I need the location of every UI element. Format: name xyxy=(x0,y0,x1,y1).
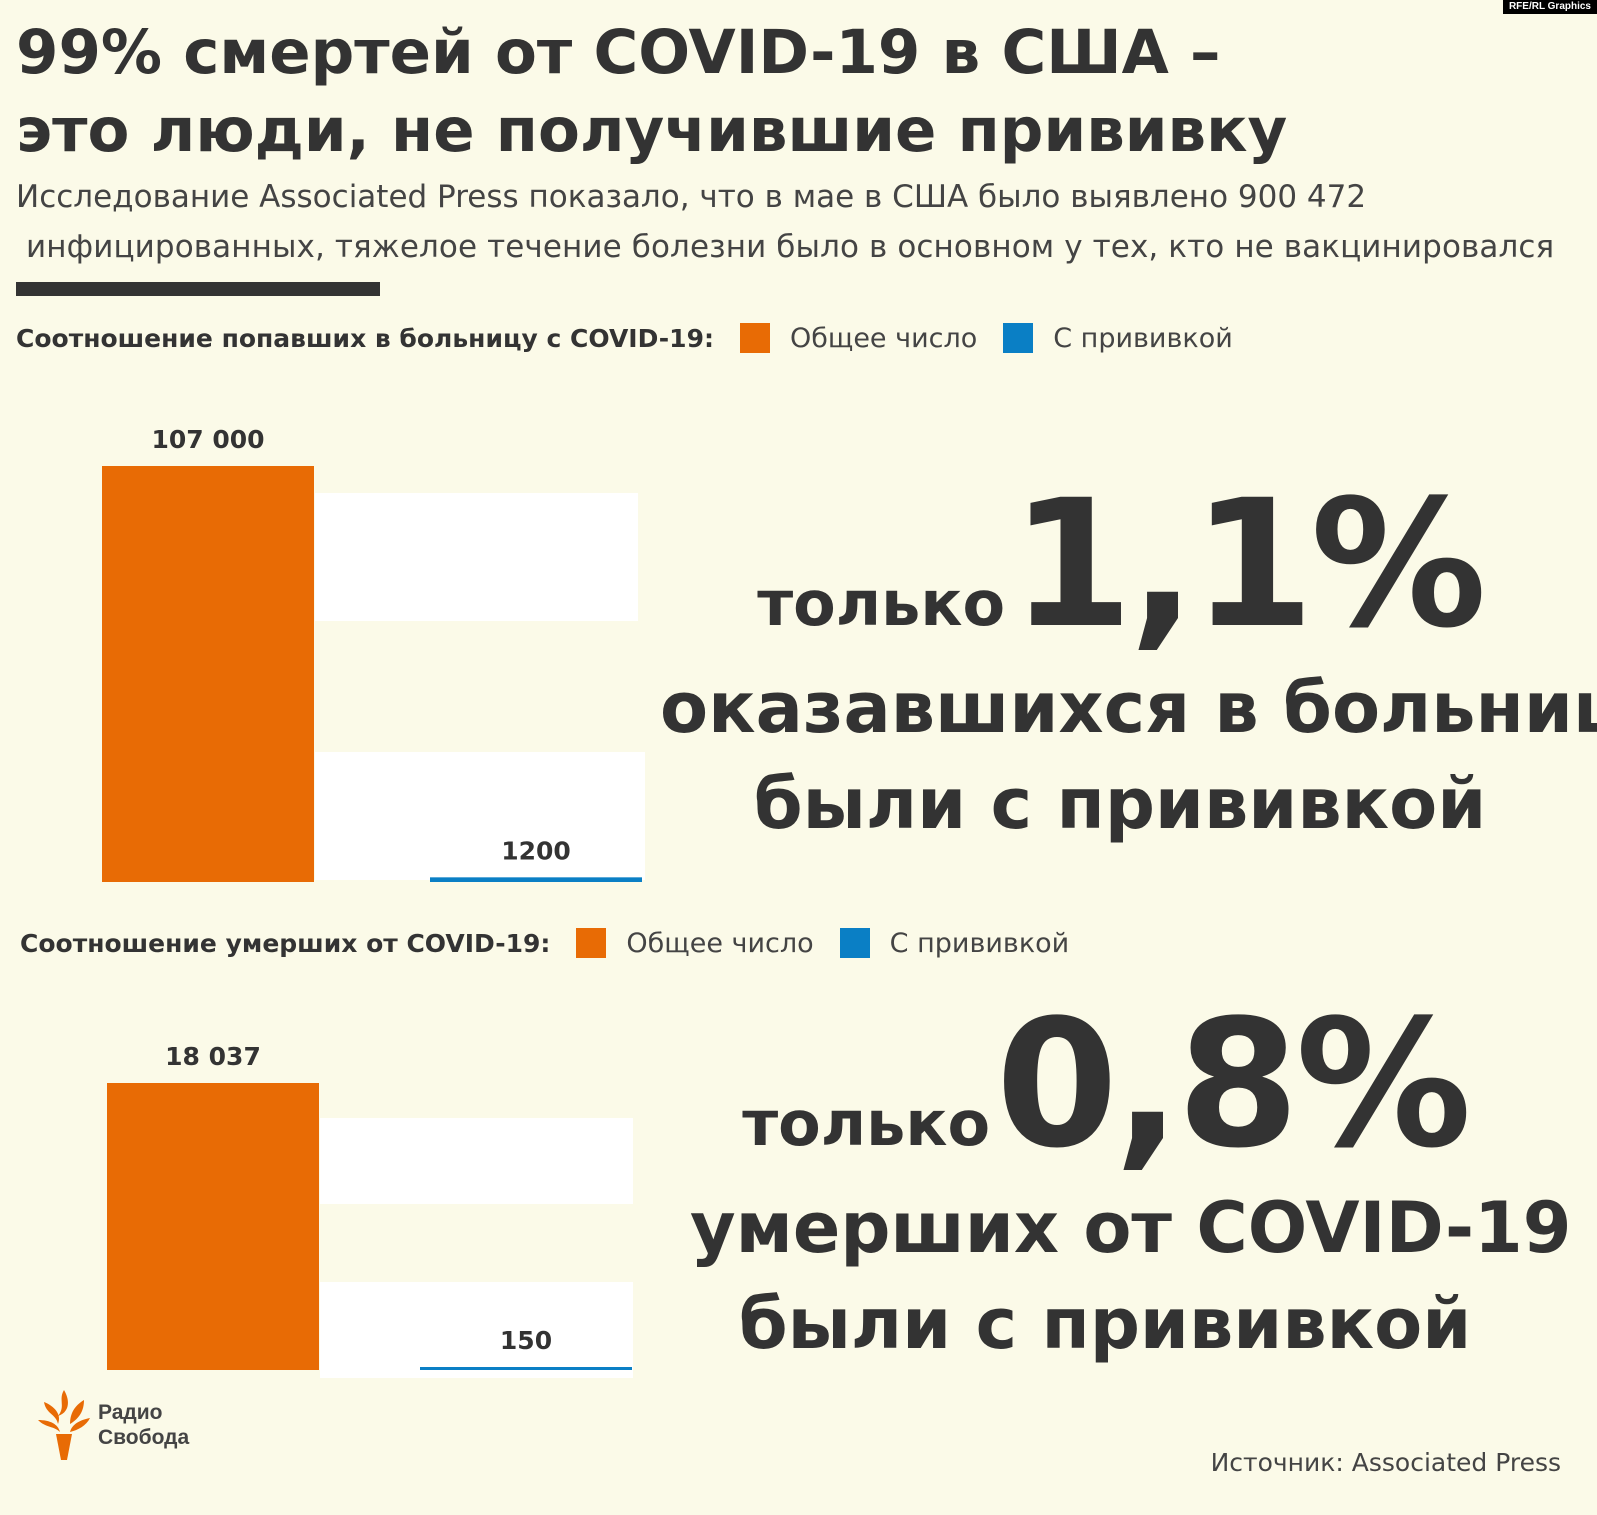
data-label-total: 18 037 xyxy=(165,1042,261,1071)
title-line-2: это люди, не получившие прививку xyxy=(16,95,1288,166)
legend-swatch-total xyxy=(576,928,607,958)
chart-panel-2 xyxy=(315,752,645,880)
stat-prefix: только xyxy=(757,567,1006,640)
hospitalized-bar-chart: 107 000 1200 xyxy=(102,425,645,882)
torch-icon xyxy=(38,1390,90,1460)
stat-hospitalized: только 1,1% оказавшихся в больнице были … xyxy=(660,470,1597,852)
stat-headline: только 0,8% xyxy=(690,990,1520,1180)
stat-headline: только 1,1% xyxy=(660,470,1580,660)
subtitle-line-2: инфицированных, тяжелое течение болезни … xyxy=(26,229,1555,265)
stat-prefix: только xyxy=(742,1087,991,1160)
stat-percent: 1,1% xyxy=(1010,462,1487,667)
chart-panel-2 xyxy=(320,1282,633,1378)
deaths-bar-chart: 18 037 150 xyxy=(107,1042,633,1378)
page-title: 99% смертей от COVID-19 в США – это люди… xyxy=(16,14,1416,170)
legend-swatch-total xyxy=(739,323,770,353)
legend-label-vaccinated: С прививкой xyxy=(1053,322,1233,354)
legend-swatch-vaccinated xyxy=(1003,323,1034,353)
legend-colon: : xyxy=(703,323,714,353)
stat-line-2: оказавшихся в больнице xyxy=(660,667,1597,749)
legend-hospitalized: Соотношение попавших в больницу с COVID-… xyxy=(16,318,1233,358)
chart-panel-1 xyxy=(320,1118,633,1204)
radio-svoboda-logo: Радио Свобода xyxy=(36,1388,189,1462)
chart-panel-1 xyxy=(315,493,638,621)
legend-title: Соотношение попавших в больницу с COVID-… xyxy=(16,323,704,353)
credit-badge: RFE/RL Graphics xyxy=(1502,0,1597,14)
bar-vaccinated xyxy=(430,877,642,882)
legend-label-vaccinated: С прививкой xyxy=(889,927,1070,959)
legend-colon: : xyxy=(540,928,551,958)
subtitle-line-1: Исследование Associated Press показало, … xyxy=(16,179,1367,215)
bar-vaccinated xyxy=(420,1367,632,1370)
stat-deaths: только 0,8% умерших от COVID-19 были с п… xyxy=(690,990,1572,1372)
title-line-1: 99% смертей от COVID-19 в США – xyxy=(16,17,1221,88)
legend-title: Соотношение умерших от COVID-19 xyxy=(20,928,541,958)
data-label-vaccinated: 1200 xyxy=(501,836,571,865)
logo-line-2: Свобода xyxy=(98,1426,190,1449)
bar-total xyxy=(107,1083,319,1370)
stat-line-3: были с прививкой xyxy=(738,1283,1472,1365)
legend-label-total: Общее число xyxy=(789,322,978,354)
data-label-total: 107 000 xyxy=(151,425,264,454)
bar-total xyxy=(102,466,314,882)
stat-percent: 0,8% xyxy=(995,982,1472,1187)
logo-text: Радио Свобода xyxy=(98,1400,189,1450)
source-note: Источник: Associated Press xyxy=(1210,1448,1561,1477)
subtitle: Исследование Associated Press показало, … xyxy=(16,172,1591,272)
legend-label-total: Общее число xyxy=(626,927,814,959)
logo-line-1: Радио xyxy=(98,1401,163,1424)
stat-line-2: умерших от COVID-19 xyxy=(690,1187,1572,1269)
stat-line-3: были с прививкой xyxy=(753,763,1487,845)
legend-swatch-vaccinated xyxy=(839,928,870,958)
title-rule xyxy=(16,282,380,296)
legend-deaths: Соотношение умерших от COVID-19: Общее ч… xyxy=(20,923,1069,963)
data-label-vaccinated: 150 xyxy=(500,1326,552,1355)
